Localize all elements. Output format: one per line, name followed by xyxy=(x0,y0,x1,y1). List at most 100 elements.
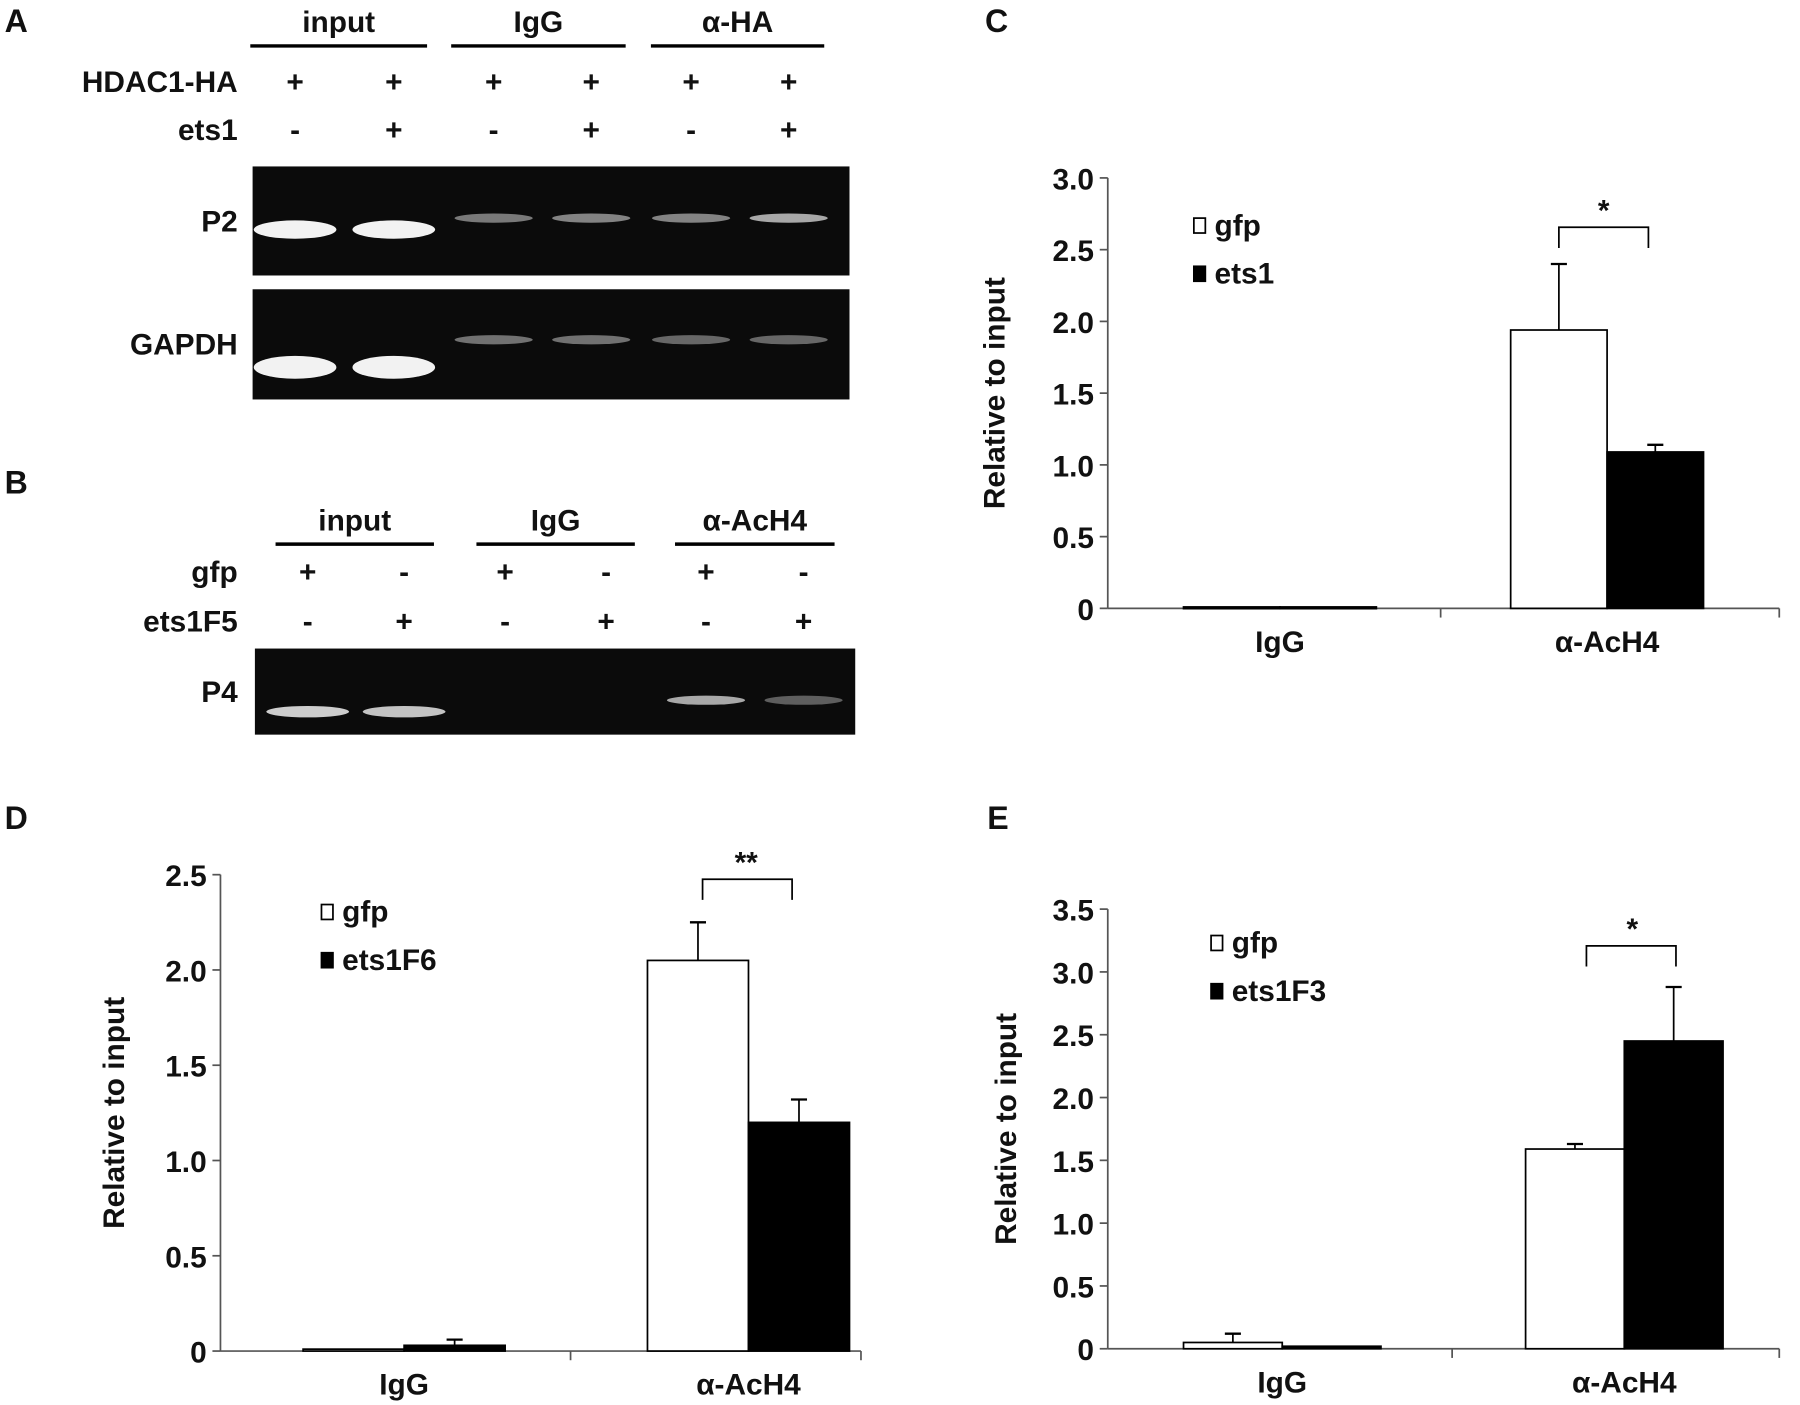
y-tick-label: 2.5 xyxy=(1053,1020,1094,1053)
significance-bracket xyxy=(1558,226,1650,248)
lane-group-label: input xyxy=(318,504,391,537)
gel-band xyxy=(552,335,631,345)
gel-label: P2 xyxy=(201,205,237,238)
sign-plus: + xyxy=(395,605,412,638)
sign-plus: + xyxy=(485,66,502,99)
y-tick-label: 0 xyxy=(1077,1334,1094,1367)
sign-plus: + xyxy=(385,114,402,147)
significance-bracket xyxy=(1585,944,1677,967)
y-tick-label: 3.0 xyxy=(1053,957,1094,990)
sign-minus: - xyxy=(489,114,499,147)
y-tick-label: 0.5 xyxy=(1053,1271,1094,1304)
bar-gfp xyxy=(1524,1148,1626,1350)
gel-panel-b: input IgG α-AcH4 gfp + - + - + - ets1F5 - + - + - + P4 xyxy=(143,504,856,735)
gel-band xyxy=(454,335,533,345)
panel-label-c: C xyxy=(985,3,1008,39)
y-tick-label: 1.0 xyxy=(165,1146,206,1179)
bar-gfp xyxy=(1182,606,1281,610)
y-tick-label: 2.0 xyxy=(165,955,206,988)
y-tick-label: 0.5 xyxy=(165,1241,206,1274)
legend-swatch-ets1 xyxy=(1192,265,1207,283)
significance-bracket xyxy=(701,878,793,900)
x-tick-label: α-AcH4 xyxy=(1572,1366,1677,1399)
row-label: ets1F5 xyxy=(143,605,238,638)
legend-label: ets1F3 xyxy=(1232,975,1327,1008)
panel-label-a: A xyxy=(5,3,28,39)
sign-minus: - xyxy=(500,605,510,638)
gel-band xyxy=(749,213,828,223)
sign-plus: + xyxy=(780,114,797,147)
gel-panel-a: input IgG α-HA HDAC1-HA + + + + + + ets1 - + - + - + P2 GA… xyxy=(82,6,850,400)
sign-minus: - xyxy=(399,556,409,589)
gel-image xyxy=(254,648,856,735)
legend-swatch-gfp xyxy=(320,903,334,921)
sign-minus: - xyxy=(701,605,711,638)
y-tick-label: 0 xyxy=(190,1337,207,1370)
x-tick-label: IgG xyxy=(1255,626,1305,659)
y-tick-label: 1.0 xyxy=(1053,1209,1094,1242)
gel-band xyxy=(352,355,436,379)
sign-plus: + xyxy=(299,556,316,589)
sign-plus: + xyxy=(583,66,600,99)
sign-minus: - xyxy=(799,556,809,589)
row-label: ets1 xyxy=(178,114,238,147)
legend-label: ets1 xyxy=(1215,258,1275,291)
sign-plus: + xyxy=(286,66,303,99)
x-tick-label: IgG xyxy=(379,1369,429,1402)
sign-plus: + xyxy=(780,66,797,99)
sign-minus: - xyxy=(686,114,696,147)
row-label: gfp xyxy=(191,556,237,589)
row-label: HDAC1-HA xyxy=(82,66,238,99)
gel-image xyxy=(252,289,850,400)
legend-label: ets1F6 xyxy=(342,944,437,977)
y-tick-label: 1.0 xyxy=(1053,450,1094,483)
y-axis-label: Relative to input xyxy=(990,1013,1023,1245)
gel-band xyxy=(749,335,828,345)
lane-group-label: input xyxy=(302,6,375,39)
bar-gfp xyxy=(302,1348,405,1352)
sign-plus: + xyxy=(496,556,513,589)
sign-minus: - xyxy=(601,556,611,589)
bar-gfp xyxy=(646,959,750,1352)
y-tick-label: 2.0 xyxy=(1053,1083,1094,1116)
legend-label: gfp xyxy=(342,896,388,929)
bar-gfp xyxy=(1182,1341,1284,1350)
gel-band xyxy=(666,695,746,705)
sign-plus: + xyxy=(597,605,614,638)
legend-swatch-gfp xyxy=(1210,934,1224,952)
y-axis-label: Relative to input xyxy=(978,277,1011,509)
legend-swatch-ets1F3 xyxy=(1210,982,1224,1000)
bar-ets1 xyxy=(1606,451,1705,610)
gel-band xyxy=(652,335,731,345)
gel-image xyxy=(252,166,850,276)
sign-plus: + xyxy=(385,66,402,99)
y-tick-label: 3.5 xyxy=(1053,895,1094,928)
sign-minus: - xyxy=(303,605,313,638)
sign-plus: + xyxy=(682,66,699,99)
y-axis-label: Relative to input xyxy=(98,997,131,1229)
sign-plus: + xyxy=(795,605,812,638)
bar-chart-e: 0 0.5 1.0 1.5 2.0 2.5 3.0 3.5 Relative to input I… xyxy=(990,895,1781,1399)
panel-label-b: B xyxy=(5,465,28,501)
y-tick-label: 2.5 xyxy=(165,860,206,893)
sign-minus: - xyxy=(290,114,300,147)
sign-plus: + xyxy=(583,114,600,147)
gel-band xyxy=(552,213,631,223)
significance-marker: * xyxy=(1598,194,1610,227)
lane-group-label: IgG xyxy=(514,6,564,39)
legend-label: gfp xyxy=(1232,927,1278,960)
gel-band xyxy=(253,220,337,239)
panel-label-d: D xyxy=(5,800,28,836)
significance-marker: * xyxy=(1627,913,1639,946)
bar-ets1 xyxy=(1279,606,1378,610)
gel-label: GAPDH xyxy=(130,329,238,362)
legend-label: gfp xyxy=(1215,209,1261,242)
bar-chart-d: 0 0.5 1.0 1.5 2.0 2.5 Relative to input IgG α-Ac… xyxy=(98,846,862,1402)
bar-ets1F6 xyxy=(747,1121,851,1352)
y-tick-label: 0.5 xyxy=(1053,522,1094,555)
gel-band xyxy=(652,213,731,223)
gel-band xyxy=(764,695,843,705)
y-tick-label: 1.5 xyxy=(1053,1146,1094,1179)
lane-group-label: α-HA xyxy=(702,6,773,39)
